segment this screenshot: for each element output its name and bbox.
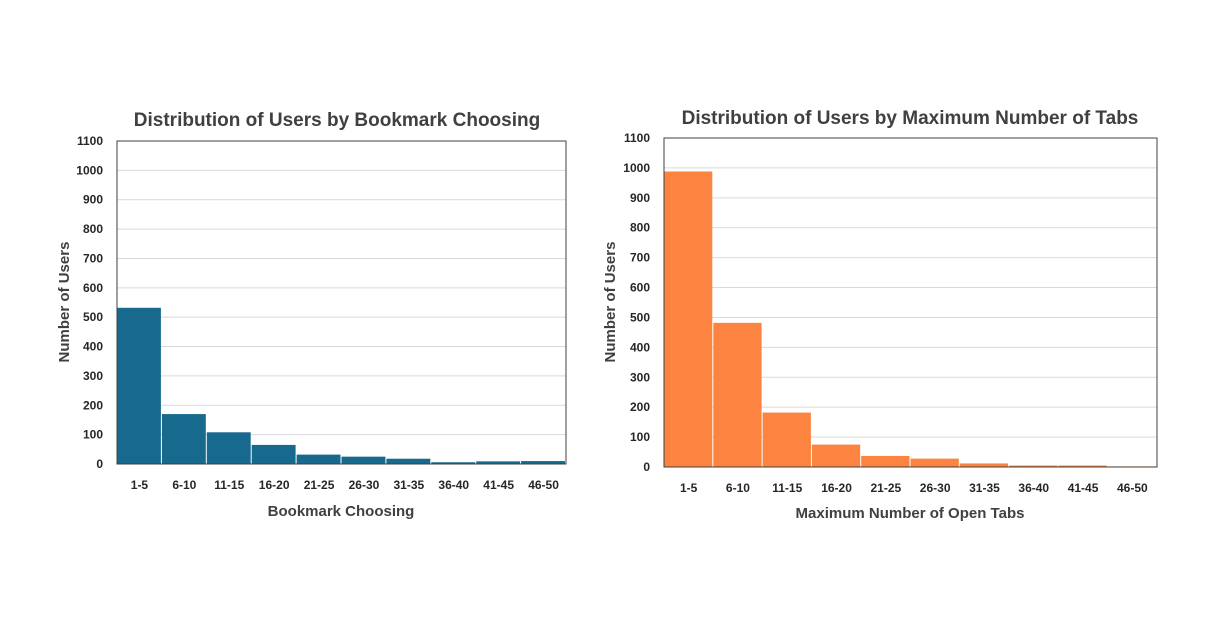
bookmark-chart-x-tick-label: 46-50 bbox=[528, 478, 559, 492]
bookmark-chart-y-tick-label: 1100 bbox=[77, 134, 103, 148]
tabs-chart-x-tick-label: 46-50 bbox=[1117, 481, 1148, 495]
tabs-chart-x-tick-label: 41-45 bbox=[1068, 481, 1099, 495]
tabs-chart-y-tick-label: 0 bbox=[643, 460, 650, 474]
bookmark-chart-x-tick-label: 26-30 bbox=[349, 478, 380, 492]
tabs-chart-bar bbox=[811, 444, 861, 467]
bookmark-chart-bar bbox=[341, 456, 386, 464]
bookmark-chart-y-tick-label: 1000 bbox=[76, 163, 103, 177]
tabs-chart-y-tick-label: 1000 bbox=[623, 161, 650, 175]
bookmark-chart-y-tick-label: 600 bbox=[83, 281, 103, 295]
bookmark-chart-y-tick-label: 0 bbox=[96, 457, 103, 471]
bookmark-chart-bar bbox=[206, 432, 251, 464]
tabs-chart: Distribution of Users by Maximum Number … bbox=[602, 108, 1158, 522]
bookmark-chart-y-tick-label: 800 bbox=[83, 222, 103, 236]
tabs-chart-bar bbox=[959, 463, 1009, 467]
tabs-chart-y-ticks: 0 100 200 300 400 500 600 700 800 900 1000 1100 bbox=[623, 131, 650, 474]
tabs-chart-x-tick-label: 31-35 bbox=[969, 481, 1000, 495]
bookmark-chart-bar bbox=[431, 462, 476, 464]
tabs-chart-x-label: Maximum Number of Open Tabs bbox=[796, 505, 1025, 522]
bookmark-chart-bar bbox=[161, 414, 206, 464]
bookmark-chart-y-tick-label: 500 bbox=[83, 310, 103, 324]
bookmark-chart-x-label: Bookmark Choosing bbox=[268, 503, 415, 520]
tabs-chart-y-tick-label: 100 bbox=[630, 430, 650, 444]
bookmark-chart-x-tick-label: 21-25 bbox=[304, 478, 335, 492]
tabs-chart-bar bbox=[762, 412, 811, 467]
tabs-chart-title: Distribution of Users by Maximum Number … bbox=[682, 108, 1139, 129]
tabs-chart-y-tick-label: 700 bbox=[630, 251, 650, 265]
bookmark-chart-y-tick-label: 400 bbox=[83, 340, 103, 354]
bookmark-chart-bar bbox=[251, 444, 296, 464]
tabs-chart-y-tick-label: 500 bbox=[630, 310, 650, 324]
tabs-chart-y-label: Number of Users bbox=[602, 242, 619, 363]
tabs-chart-x-tick-label: 1-5 bbox=[680, 481, 698, 495]
bookmark-chart-x-tick-label: 31-35 bbox=[393, 478, 424, 492]
tabs-chart-y-tick-label: 900 bbox=[630, 191, 650, 205]
tabs-chart-y-tick-label: 1100 bbox=[624, 131, 650, 145]
bookmark-chart-x-tick-label: 6-10 bbox=[172, 478, 196, 492]
tabs-chart-bar bbox=[861, 455, 910, 467]
bookmark-chart-y-tick-label: 100 bbox=[83, 428, 103, 442]
bookmark-chart-x-tick-label: 1-5 bbox=[131, 478, 149, 492]
bookmark-chart-x-tick-label: 41-45 bbox=[483, 478, 514, 492]
bookmark-chart-plot-area bbox=[116, 140, 567, 465]
bookmark-chart-title: Distribution of Users by Bookmark Choosi… bbox=[134, 110, 540, 131]
tabs-chart-x-tick-label: 16-20 bbox=[821, 481, 852, 495]
bookmark-chart-y-tick-label: 900 bbox=[83, 193, 103, 207]
tabs-chart-plot-area bbox=[663, 137, 1158, 468]
bookmark-chart-y-tick-label: 200 bbox=[83, 398, 103, 412]
bookmark-chart-x-tick-label: 11-15 bbox=[214, 478, 244, 492]
tabs-chart-y-tick-label: 400 bbox=[630, 340, 650, 354]
bookmark-chart-bar bbox=[117, 307, 161, 464]
bookmark-chart-y-ticks: 0 100 200 300 400 500 600 700 800 900 1000 1100 bbox=[76, 134, 103, 471]
bookmark-chart-grid bbox=[117, 140, 566, 436]
bookmark-chart-x-tick-label: 36-40 bbox=[438, 478, 469, 492]
bookmark-chart-y-label: Number of Users bbox=[56, 242, 73, 363]
bookmark-chart-y-tick-label: 300 bbox=[83, 369, 103, 383]
tabs-chart-bar bbox=[664, 171, 713, 468]
tabs-chart-x-tick-label: 6-10 bbox=[726, 481, 750, 495]
bookmark-chart: Distribution of Users by Bookmark Choosi… bbox=[56, 110, 567, 520]
tabs-chart-x-tick-label: 11-15 bbox=[772, 481, 802, 495]
bookmark-chart-bar bbox=[386, 458, 431, 464]
tabs-chart-x-ticks: 1-5 6-10 11-15 16-20 21-25 26-30 31-35 36-40 41-… bbox=[680, 481, 1148, 495]
tabs-chart-x-tick-label: 26-30 bbox=[920, 481, 951, 495]
tabs-chart-y-tick-label: 600 bbox=[630, 281, 650, 295]
bookmark-chart-bar bbox=[521, 461, 565, 464]
tabs-chart-y-tick-label: 200 bbox=[630, 400, 650, 414]
tabs-chart-bar bbox=[910, 458, 959, 467]
tabs-chart-bars bbox=[664, 171, 1156, 468]
tabs-chart-x-tick-label: 21-25 bbox=[870, 481, 901, 495]
bookmark-chart-bar bbox=[476, 461, 521, 464]
tabs-chart-bar bbox=[713, 322, 762, 467]
tabs-chart-bar bbox=[1058, 465, 1107, 467]
tabs-chart-y-tick-label: 300 bbox=[630, 370, 650, 384]
tabs-chart-x-tick-label: 36-40 bbox=[1018, 481, 1049, 495]
bookmark-chart-bar bbox=[296, 454, 341, 464]
tabs-chart-bar bbox=[1009, 465, 1058, 467]
bookmark-chart-y-tick-label: 700 bbox=[83, 251, 103, 265]
bookmark-chart-x-ticks: 1-5 6-10 11-15 16-20 21-25 26-30 31-35 36-40 41-… bbox=[131, 478, 559, 492]
bookmark-chart-x-tick-label: 16-20 bbox=[259, 478, 290, 492]
tabs-chart-y-tick-label: 800 bbox=[630, 221, 650, 235]
bookmark-chart-bars bbox=[117, 307, 565, 464]
